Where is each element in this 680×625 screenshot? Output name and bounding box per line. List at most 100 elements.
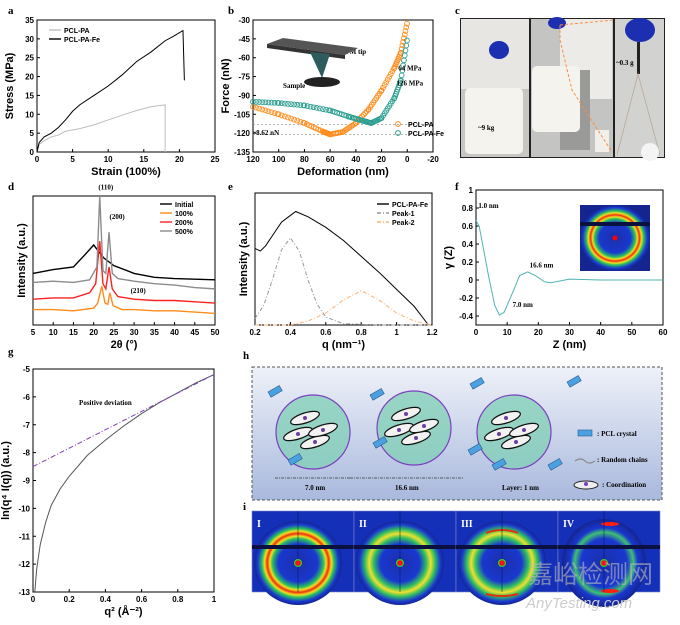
chart-g: g 0 0.2 0.4 0.6 0.8 1 -13 -12 -11 -10 -9 -8 -7 -6 -5 q² … bbox=[0, 346, 217, 618]
data-point-PCL-PA bbox=[399, 42, 406, 49]
x-tick-label: 60 bbox=[326, 155, 335, 164]
data-point-PCL-PA bbox=[253, 104, 259, 111]
x-tick-label: 0 bbox=[35, 155, 40, 164]
y-axis-label: Force (nN) bbox=[220, 58, 232, 113]
legend-item: 200% bbox=[160, 220, 194, 227]
data-point-PCL-PA-Fe bbox=[313, 105, 320, 111]
legend-pcl-crystal: : PCL crystal bbox=[577, 429, 637, 438]
y-tick-label: -0.4 bbox=[459, 312, 473, 321]
data-point-PCL-PA bbox=[282, 113, 288, 120]
data-point-PCL-PA-Fe bbox=[401, 57, 407, 64]
y-tick-label: -9 bbox=[23, 477, 31, 486]
tile-label: IV bbox=[563, 519, 575, 530]
x-tick-label: 5 bbox=[70, 155, 75, 164]
x-tick-label: 100 bbox=[272, 155, 286, 164]
x-tick-label: 30 bbox=[565, 328, 574, 337]
x-tick-label: 0.8 bbox=[172, 595, 184, 604]
y-tick-label: -12 bbox=[18, 560, 30, 569]
y-tick-label: -11 bbox=[19, 532, 31, 541]
y-tick-label: 10 bbox=[25, 110, 34, 119]
data-point-PCL-PA bbox=[294, 117, 301, 124]
data-point-PCL-PA bbox=[398, 46, 405, 52]
data-point-PCL-PA bbox=[402, 28, 409, 34]
x-tick-label: 0 bbox=[474, 328, 479, 337]
data-point-PCL-PA bbox=[275, 111, 282, 118]
x-tick-label: 20 bbox=[89, 328, 98, 337]
data-point-PCL-PA bbox=[398, 49, 404, 56]
x-tick-label: 80 bbox=[300, 155, 309, 164]
x-tick-label: 15 bbox=[139, 155, 148, 164]
series-line-Initial bbox=[32, 243, 216, 281]
plot-frame bbox=[32, 195, 216, 326]
legend-item: PCL-PA-Fe bbox=[395, 130, 444, 138]
y-tick-label: -90 bbox=[238, 91, 250, 100]
annotation-delta: ~8.62 nN bbox=[253, 129, 280, 137]
y-tick-label: 0.6 bbox=[462, 222, 474, 231]
panel-label-a: a bbox=[8, 5, 14, 17]
annotation-a3: 7.0 nm bbox=[513, 301, 533, 309]
data-point-PCL-PA-Fe bbox=[256, 99, 263, 105]
y-tick-label: 0.8 bbox=[462, 204, 474, 213]
y-tick-label: 35 bbox=[25, 16, 34, 25]
tile-label: II bbox=[359, 519, 367, 530]
data-point-PCL-PA-Fe bbox=[304, 103, 311, 109]
saxs-pattern-II: II bbox=[353, 510, 457, 605]
annotation-sample: Sample bbox=[283, 82, 305, 90]
chart-e: e 0.2 0.4 0.6 0.8 1 1.2 q (nm⁻¹) Intensity (a.u.… bbox=[228, 181, 438, 351]
plot-frame bbox=[252, 19, 434, 153]
pcl-crystal bbox=[369, 388, 385, 401]
series-line-100% bbox=[33, 286, 216, 315]
data-point-PCL-PA-Fe bbox=[404, 37, 410, 44]
watermark: 嘉峪检测网 AnyTesting.com bbox=[525, 561, 653, 612]
svg-text:100%: 100% bbox=[175, 211, 194, 218]
x-tick-label: 0.6 bbox=[136, 595, 148, 604]
chart-b: b 120 100 80 60 40 20 0 -20 -135 -120 -105 -90 -75 -60… bbox=[220, 5, 444, 178]
data-point-PCL-PA-Fe bbox=[282, 100, 288, 107]
x-tick-label: -20 bbox=[427, 155, 439, 164]
legend-item: Peak-2 bbox=[377, 220, 415, 227]
photo-jug-lifted bbox=[531, 17, 615, 157]
y-tick-label: -10 bbox=[18, 504, 30, 513]
x-tick-label: 20 bbox=[534, 328, 543, 337]
data-point-PCL-PA-Fe bbox=[250, 98, 256, 105]
y-tick-label: -45 bbox=[238, 35, 250, 44]
y-tick-label: 0 bbox=[30, 148, 35, 157]
svg-text:: Random chains: : Random chains bbox=[597, 456, 648, 464]
pcl-crystal bbox=[372, 436, 388, 449]
data-point-PCL-PA-Fe bbox=[297, 102, 304, 108]
y-tick-label: 1 bbox=[469, 186, 474, 195]
data-point-PCL-PA bbox=[362, 110, 368, 116]
x-tick-label: 25 bbox=[109, 328, 118, 337]
annotation-mod2: 126 MPa bbox=[397, 79, 424, 87]
data-point-PCL-PA-Fe bbox=[262, 99, 269, 106]
annotation-dev: Positive deviation bbox=[79, 399, 132, 407]
data-point-PCL-PA-Fe bbox=[294, 101, 301, 108]
series-line-Peak-2 bbox=[255, 290, 433, 326]
y-tick-label: 15 bbox=[25, 91, 34, 100]
dim-7nm: 7.0 nm bbox=[305, 484, 325, 492]
y-tick-label: -75 bbox=[238, 73, 250, 82]
series-line bbox=[32, 374, 215, 468]
panel-label-g: g bbox=[8, 346, 14, 358]
pcl-crystal bbox=[566, 375, 582, 388]
annotation-p200: (200) bbox=[110, 213, 126, 221]
y-axis-label: Intensity (a.u.) bbox=[16, 223, 28, 298]
legend-item: 500% bbox=[160, 229, 194, 236]
pcl-crystal bbox=[491, 458, 507, 471]
series-line-200% bbox=[32, 241, 216, 304]
x-tick-label: 0 bbox=[31, 595, 36, 604]
y-tick-label: 0.4 bbox=[462, 240, 474, 249]
data-point-PCL-PA-Fe bbox=[398, 72, 405, 79]
y-tick-label: 5 bbox=[30, 129, 35, 138]
pcl-crystal bbox=[287, 453, 303, 466]
x-tick-label: 0 bbox=[405, 155, 410, 164]
data-point-PCL-PA-Fe bbox=[310, 104, 317, 111]
data-point-PCL-PA bbox=[262, 107, 269, 114]
data-point-PCL-PA bbox=[268, 109, 275, 116]
x-tick-label: 1 bbox=[394, 328, 399, 337]
y-tick-label: -0.2 bbox=[459, 294, 473, 303]
data-point-PCL-PA bbox=[278, 112, 285, 119]
data-point-PCL-PA-Fe bbox=[291, 101, 297, 108]
panel-label-h: h bbox=[243, 350, 249, 362]
pcl-crystal bbox=[267, 385, 283, 398]
